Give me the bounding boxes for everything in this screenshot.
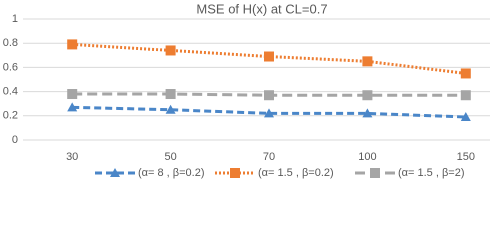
data-point	[67, 89, 78, 100]
y-tick-label: 0.8	[3, 37, 18, 49]
data-point	[264, 90, 274, 101]
x-tick-label: 150	[457, 151, 475, 163]
legend-marker	[230, 168, 240, 178]
chart: MSE of H(x) at CL=0.7 0 0.2 0.4 0.6 0.8 1 30 50…	[3, 1, 490, 179]
data-point	[264, 108, 274, 118]
y-tick-label: 1	[12, 13, 18, 25]
legend-marker	[370, 168, 380, 178]
chart-title: MSE of H(x) at CL=0.7	[196, 1, 327, 16]
data-point	[264, 51, 274, 62]
legend-label: (α= 1.5 , β=0.2)	[258, 167, 334, 179]
legend-marker	[110, 168, 120, 177]
data-point	[460, 90, 471, 101]
y-tick-label: 0.6	[3, 61, 18, 73]
x-tick-label: 100	[358, 151, 376, 163]
data-point	[460, 112, 471, 122]
data-point	[165, 45, 176, 56]
data-point	[67, 102, 78, 112]
data-point	[460, 68, 471, 79]
x-tick-label: 70	[263, 151, 275, 163]
data-point	[362, 108, 373, 118]
data-point	[362, 90, 373, 101]
y-tick-label: 0.4	[3, 86, 18, 98]
data-point	[67, 39, 78, 50]
y-tick-label: 0.2	[3, 110, 18, 122]
data-point	[165, 104, 176, 114]
x-tick-label: 30	[66, 151, 78, 163]
y-tick-label: 0	[12, 134, 18, 146]
legend-label: (α= 1.5 , β=2)	[398, 167, 465, 179]
page: {"chart_data": {"type": "line", "title":…	[2, 1, 490, 179]
data-point	[362, 56, 373, 67]
legend-label: (α= 8 , β=0.2)	[138, 167, 205, 179]
x-tick-label: 50	[164, 151, 176, 163]
data-point	[165, 89, 176, 100]
